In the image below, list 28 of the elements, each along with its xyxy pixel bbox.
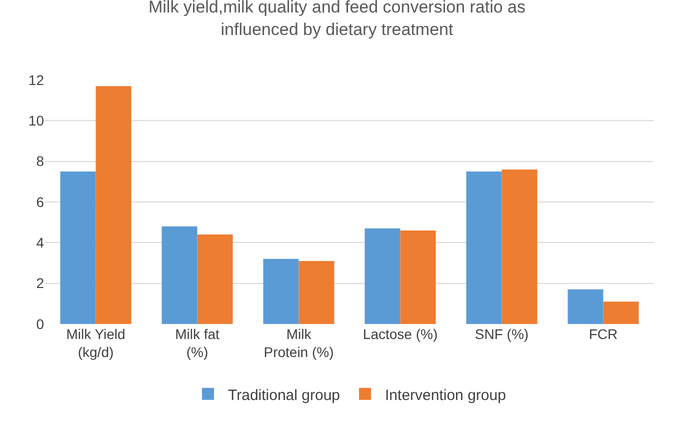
x-tick-label: Milk Yield (kg/d) bbox=[66, 326, 126, 360]
y-tick-label: 4 bbox=[36, 234, 44, 251]
bar bbox=[263, 258, 299, 324]
x-tick-label: FCR bbox=[588, 326, 618, 342]
legend-label: Traditional group bbox=[228, 386, 340, 404]
x-tick-label: SNF (%) bbox=[474, 326, 529, 342]
bar bbox=[568, 289, 604, 324]
bar bbox=[400, 230, 436, 324]
x-tick-label: Milk fat (%) bbox=[175, 326, 220, 360]
bar bbox=[162, 226, 198, 324]
bar bbox=[197, 234, 233, 324]
x-tick-label: Lactose (%) bbox=[362, 326, 438, 342]
y-tick-label: 6 bbox=[36, 194, 44, 210]
bar bbox=[502, 169, 538, 324]
y-tick-label: 10 bbox=[28, 112, 44, 129]
bar bbox=[466, 172, 502, 324]
bar bbox=[298, 260, 334, 324]
x-tick-label: Milk Protein (%) bbox=[264, 326, 334, 360]
y-tick-label: 0 bbox=[36, 316, 44, 332]
bar bbox=[96, 86, 132, 324]
bar bbox=[603, 302, 639, 324]
bar bbox=[364, 228, 400, 324]
legend-label: Intervention group bbox=[385, 386, 506, 404]
y-tick-label: 2 bbox=[36, 275, 44, 292]
chart-title: Milk yield,milk quality and feed conversion ratio as influenced by dietary treatment bbox=[148, 0, 526, 39]
y-tick-label: 8 bbox=[36, 153, 44, 170]
y-tick-label: 12 bbox=[28, 72, 44, 88]
bar bbox=[60, 172, 96, 324]
